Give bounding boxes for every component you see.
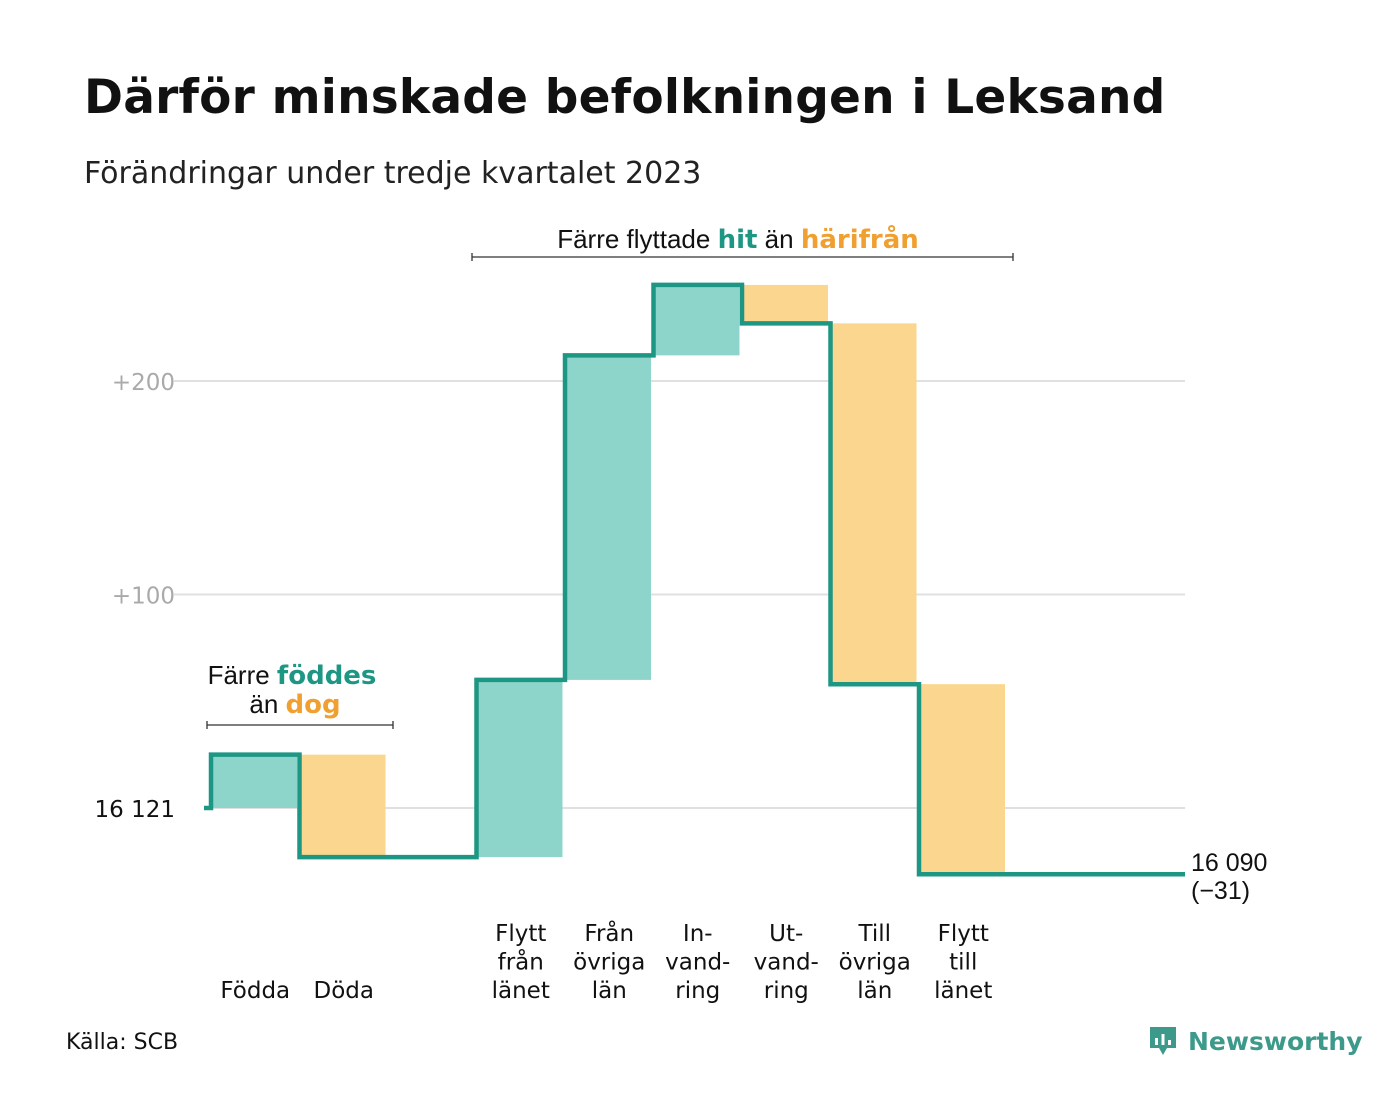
newsworthy-logo-icon [1150,1027,1176,1055]
category-label-8-1: till [949,950,977,976]
source-note: Källa: SCB [66,1030,179,1055]
svg-text:än dog: än dog [249,689,340,720]
annotation-natural-prefix: Färre [208,660,277,690]
label-layer: Födda DödaFlyttfrånlänetFrånövrigalänIn-v… [220,849,1267,1004]
baseline-label: 16 121 [95,797,175,823]
bar-7 [830,323,917,685]
category-label-3-1: från [498,948,544,976]
annotation-natural-prefix2: än [249,689,285,719]
category-label-3-2: länet [492,978,550,1004]
category-label-6-2: ring [764,978,809,1004]
annotation-migration-harifran: härifrån [801,223,919,255]
category-label-1-0: Döda [314,978,374,1004]
chart-subtitle: Förändringar under tredje kvartalet 2023 [84,156,702,191]
annotation-migration-prefix: Färre flyttade [557,224,717,254]
category-label-3-0: Flytt [495,921,546,947]
y-tick-label-1: +100 [112,584,175,610]
category-label-6-1: vand- [754,950,819,976]
category-label-7-2: län [857,978,892,1004]
annotation-migration: Färre flyttade hit än härifrån [471,223,1014,261]
end-value-label: 16 090 [1191,849,1267,877]
category-label-4-0: Från [584,919,634,947]
step-line-layer [204,282,1185,877]
category-label-0-0: Födda [220,978,290,1004]
bar-3 [476,679,563,858]
bar-1 [299,754,386,858]
chart-title: Därför minskade befolkningen i Leksand [84,70,1166,125]
category-label-6-0: Ut- [769,921,803,947]
newsworthy-logo[interactable]: Newsworthy [1148,1024,1363,1058]
category-label-4-1: övriga [573,950,645,976]
annotation-natural-emph2: dog [286,690,341,720]
bar-4 [565,355,651,680]
annotation-natural-bracket [206,721,394,729]
category-label-7-0: Till [857,921,891,947]
annotation-migration-middle: än [757,224,800,254]
end-change-label: (−31) [1191,877,1250,905]
bar-0 [211,754,297,808]
grid-layer: +200 +100 16 121 [95,370,1185,823]
category-label-8-2: länet [934,978,992,1004]
category-label-4-2: län [592,978,627,1004]
category-label-8-0: Flytt [938,921,989,947]
bar-5 [653,284,740,356]
annotation-migration-hit: hit [718,225,758,255]
annotation-migration-bracket [471,253,1014,261]
y-tick-label-0: +200 [112,370,175,396]
svg-text:Färre föddes: Färre föddes [208,660,377,691]
bar-8 [919,684,1005,875]
category-label-5-0: In- [683,921,713,947]
category-label-7-1: övriga [839,950,911,976]
svg-text:Färre flyttade hit än härifrån: Färre flyttade hit än härifrån [557,223,919,255]
logo-name: Newsworthy [1188,1026,1363,1056]
annotation-natural-emph: föddes [277,661,377,691]
category-label-5-1: vand- [665,950,730,976]
step-line [204,282,1185,877]
category-label-5-2: ring [675,978,720,1004]
annotation-natural: Färre föddes än dog [206,660,394,729]
bar-layer [211,284,1005,875]
bar-6 [742,284,828,324]
